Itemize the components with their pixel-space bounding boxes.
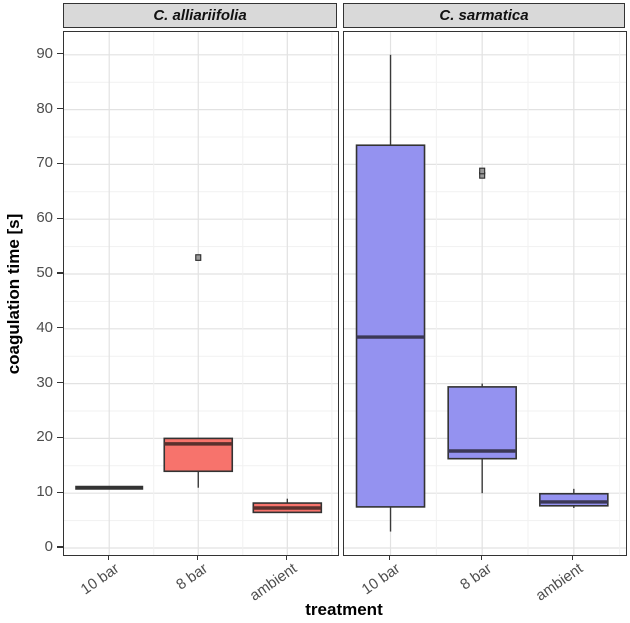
facet-label-alliariifolia: C. alliariifolia [153,7,247,24]
y-axis-title: coagulation time [s] [4,213,23,375]
facet-strip-alliariifolia: C. alliariifolia [63,3,337,28]
y-axis-tick [57,546,63,548]
y-axis-tick [57,436,63,439]
box-iqr [539,492,609,507]
y-tick-label: 60 [36,209,53,227]
x-tick-label: ambient [533,560,587,605]
x-tick-label: 10 bar [358,560,404,599]
y-tick-label: 70 [36,154,53,172]
y-axis-tick [57,272,63,274]
panel-sarmatica [343,31,627,556]
x-tick-label: ambient [246,560,301,605]
x-axis-tick [107,555,109,560]
panel-alliariifolia [63,31,339,556]
x-tick-label: 10 bar [77,560,122,599]
y-axis-tick [57,53,63,55]
y-tick-label: 0 [44,538,53,555]
x-axis-tick [285,555,287,560]
y-tick-label: 40 [36,318,53,336]
facet-label-sarmatica: C. sarmatica [439,7,529,24]
x-axis-tick [388,555,391,560]
facet-strip-sarmatica: C. sarmatica [343,3,625,28]
box-iqr [447,386,517,460]
y-tick-label: 50 [36,264,53,281]
panel-plot-area-right [344,32,626,555]
y-tick-label: 30 [36,373,53,391]
panel-plot-area-left [64,32,338,555]
boxplot-c-sarmatica-10-bar [355,54,426,532]
y-axis-tick [57,327,63,329]
x-axis-tick [480,555,482,560]
y-axis-tick [57,381,63,384]
x-tick-label: 8 bar [457,560,495,594]
outlier-point [195,254,202,261]
x-axis-tick [196,555,198,560]
x-axis-title: treatment [305,600,383,619]
boxplot-c-sarmatica-8-bar [447,167,517,494]
outlier-point [479,167,486,175]
y-tick-label: 80 [36,99,53,117]
boxplot-c-sarmatica-ambient [539,488,609,508]
x-tick-label: 8 bar [173,560,212,594]
y-tick-label: 90 [36,44,53,62]
y-axis-tick [57,162,63,165]
x-axis-tick [572,555,574,560]
y-tick-label: 10 [36,483,53,501]
boxplot-c-alliariifolia-ambient [252,498,323,514]
y-axis-tick [57,217,63,219]
y-tick-label: 20 [36,428,53,446]
boxplot-c-alliariifolia-8-bar [163,254,234,488]
y-axis-tick [57,491,63,493]
box-iqr [355,144,426,508]
y-axis-tick [57,107,63,110]
